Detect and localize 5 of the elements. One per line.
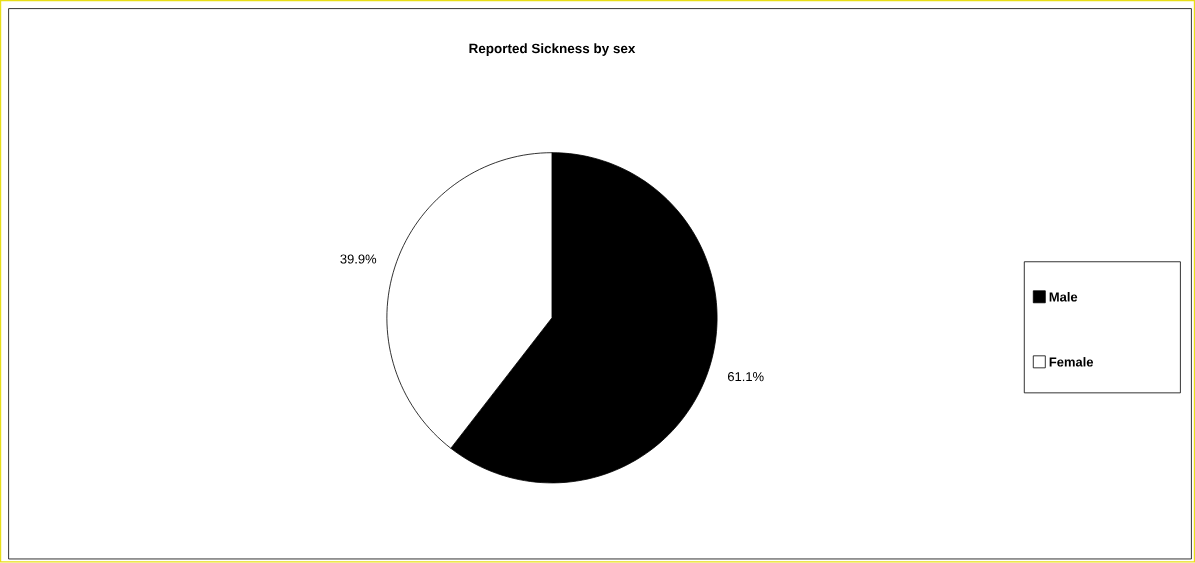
data-label: 61.1% bbox=[727, 372, 764, 382]
chart-title: Reported Sickness by sex bbox=[469, 43, 636, 57]
data-label: 39.9% bbox=[340, 254, 377, 264]
legend-label: Male bbox=[1049, 292, 1078, 302]
legend-label: Female bbox=[1049, 357, 1094, 367]
